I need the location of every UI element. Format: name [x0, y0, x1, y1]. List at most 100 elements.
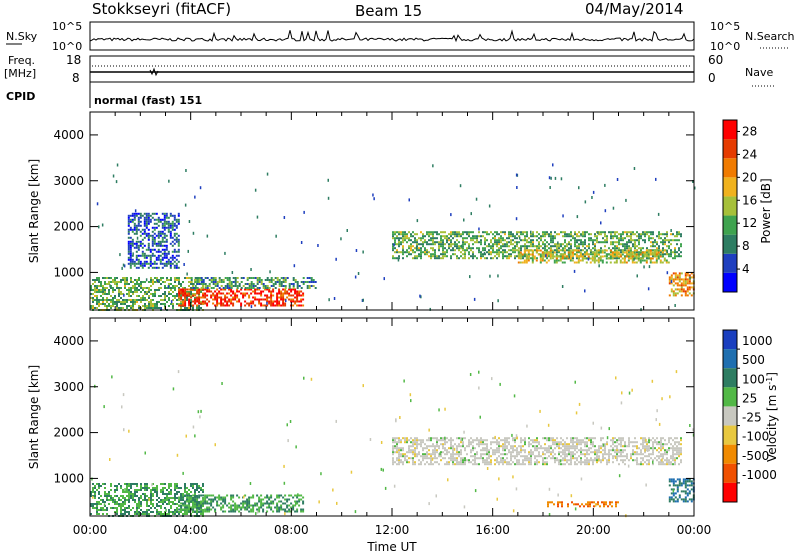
heatmap-cell — [252, 510, 255, 513]
heatmap-cell — [256, 287, 259, 289]
heatmap-cell — [222, 287, 225, 289]
heatmap-cell — [596, 239, 598, 242]
heatmap-cell — [622, 239, 624, 242]
heatmap-cell — [266, 298, 269, 301]
heatmap-cell — [100, 289, 102, 291]
heatmap-cell — [96, 511, 98, 513]
heatmap-cell — [412, 241, 414, 244]
heatmap-cell — [120, 507, 122, 509]
heatmap-cell — [428, 437, 430, 440]
heatmap-cell — [542, 241, 544, 244]
heatmap-cell — [638, 243, 640, 246]
heatmap-cell — [140, 299, 142, 301]
heatmap-cell — [132, 307, 134, 309]
nsky-panel-frame — [89, 21, 695, 51]
heatmap-cell — [472, 235, 474, 238]
heatmap-cell — [100, 291, 102, 293]
heatmap-cell — [522, 257, 524, 260]
heatmap-cell — [462, 459, 464, 462]
heatmap-cell — [276, 510, 279, 513]
heatmap-cell — [655, 261, 658, 264]
heatmap-cell — [120, 505, 122, 507]
heatmap-cell — [161, 256, 164, 259]
heatmap-cell — [596, 449, 598, 452]
heatmap-cell — [171, 226, 174, 229]
heatmap-cell — [450, 245, 452, 248]
heatmap-cell — [470, 455, 472, 458]
heatmap-cell — [484, 443, 486, 446]
heatmap-cell — [460, 457, 462, 460]
heatmap-cell — [106, 305, 108, 307]
heatmap-cell — [597, 259, 600, 262]
heatmap-cell — [180, 301, 182, 303]
heatmap-cell — [100, 503, 102, 505]
heatmap-cell — [150, 511, 152, 513]
heatmap-cell — [584, 231, 586, 234]
heatmap-cell — [206, 277, 209, 279]
heatmap-cell — [280, 285, 283, 287]
heatmap-cell — [406, 451, 408, 454]
heatmap-cell — [452, 237, 454, 240]
heatmap-cell — [220, 508, 223, 511]
heatmap-cell — [392, 249, 394, 252]
heatmap-cell — [426, 241, 428, 244]
heatmap-cell — [178, 487, 180, 489]
heatmap-cell — [524, 457, 526, 460]
heatmap-cell — [224, 288, 227, 291]
heatmap-cell — [570, 463, 572, 466]
heatmap-cell — [163, 216, 166, 219]
heatmap-cell — [174, 285, 176, 287]
heatmap-cell — [532, 445, 534, 448]
heatmap-cell — [169, 242, 172, 245]
heatmap-cell — [262, 498, 265, 501]
heatmap-cell — [128, 511, 130, 513]
heatmap-cell — [188, 498, 191, 501]
heatmap-cell — [682, 288, 685, 291]
heatmap-cell — [169, 230, 172, 233]
heatmap-cell — [560, 455, 562, 458]
heatmap-cell — [468, 257, 470, 260]
heatmap-cell — [552, 245, 554, 248]
heatmap-cell — [552, 235, 554, 238]
heatmap-cell — [500, 239, 502, 242]
heatmap-cell — [630, 231, 632, 234]
heatmap-cell — [502, 245, 504, 248]
heatmap-cell — [522, 439, 524, 442]
heatmap-cell — [456, 453, 458, 456]
heatmap-cell — [169, 262, 172, 265]
heatmap-cell — [96, 297, 98, 299]
heatmap-cell — [663, 257, 666, 260]
heatmap-cell — [228, 283, 231, 285]
heatmap-cell — [640, 249, 642, 252]
heatmap-speck — [515, 173, 518, 177]
heatmap-cell — [159, 234, 162, 237]
heatmap-cell — [518, 445, 520, 448]
heatmap-cell — [128, 497, 130, 499]
heatmap-cell — [538, 243, 540, 246]
heatmap-cell — [412, 445, 414, 448]
heatmap-cell — [268, 302, 271, 305]
heatmap-cell — [266, 296, 269, 299]
heatmap-cell — [264, 502, 267, 505]
heatmap-cell — [478, 251, 480, 254]
heatmap-cell — [140, 485, 142, 487]
heatmap-cell — [174, 295, 176, 297]
heatmap-cell — [188, 285, 190, 287]
heatmap-cell — [272, 300, 275, 303]
heatmap-cell — [400, 237, 402, 240]
heatmap-cell — [129, 242, 132, 245]
heatmap-cell — [666, 235, 668, 238]
heatmap-cell — [160, 299, 162, 301]
heatmap-cell — [114, 281, 116, 283]
heatmap-cell — [464, 457, 466, 460]
heatmap-cell — [178, 281, 180, 283]
heatmap-cell — [218, 292, 221, 295]
heatmap-cell — [244, 287, 247, 289]
heatmap-cell — [96, 287, 98, 289]
heatmap-cell — [580, 443, 582, 446]
heatmap-cell — [240, 288, 243, 291]
heatmap-cell — [593, 261, 596, 264]
heatmap-cell — [260, 504, 263, 507]
heatmap-cell — [550, 231, 552, 234]
heatmap-cell — [566, 243, 568, 246]
